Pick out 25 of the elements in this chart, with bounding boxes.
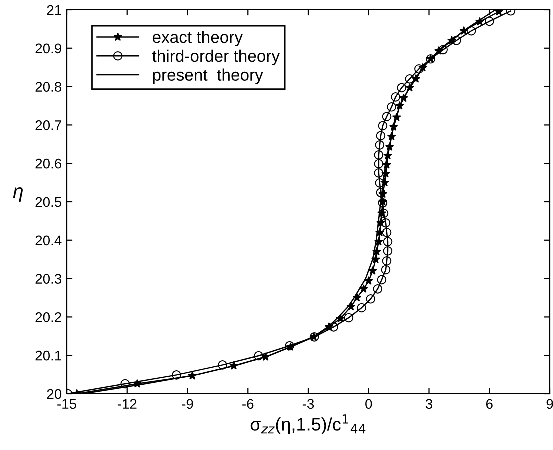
y-tick-label: 21: [47, 5, 62, 16]
x-tick-label: 9: [546, 399, 553, 410]
y-tick-label: 20.9: [36, 44, 62, 54]
y-tick-label: 20.5: [36, 197, 62, 208]
x-tick-label: -12: [118, 399, 137, 409]
x-axis-title: σ$_{zz}$(η,1.5)/c$^{1}$$_{44}$: [250, 414, 366, 434]
y-tick-label: 20.1: [36, 350, 62, 361]
y-tick-label: 20.6: [36, 158, 62, 169]
legend-label: third-order theory: [152, 50, 280, 66]
y-tick-label: 20: [47, 389, 62, 400]
y-tick-label: 20.4: [36, 236, 62, 246]
x-tick-label: 0: [366, 399, 372, 410]
legend-label: present theory: [153, 68, 264, 84]
y-tick-label: 20.8: [36, 82, 62, 92]
x-tick-label: 3: [426, 399, 432, 410]
y-tick-label: 20.7: [36, 120, 62, 130]
x-tick-label: -15: [58, 399, 76, 410]
y-axis-title: η: [13, 188, 23, 202]
x-tick-label: -3: [302, 399, 314, 410]
x-tick-label: -9: [182, 399, 194, 410]
y-tick-label: 20.2: [36, 312, 62, 322]
x-tick-label: 6: [486, 399, 493, 410]
legend-label: exact theory: [152, 31, 243, 47]
x-tick-label: -6: [242, 399, 254, 410]
y-tick-label: 20.3: [36, 274, 62, 284]
